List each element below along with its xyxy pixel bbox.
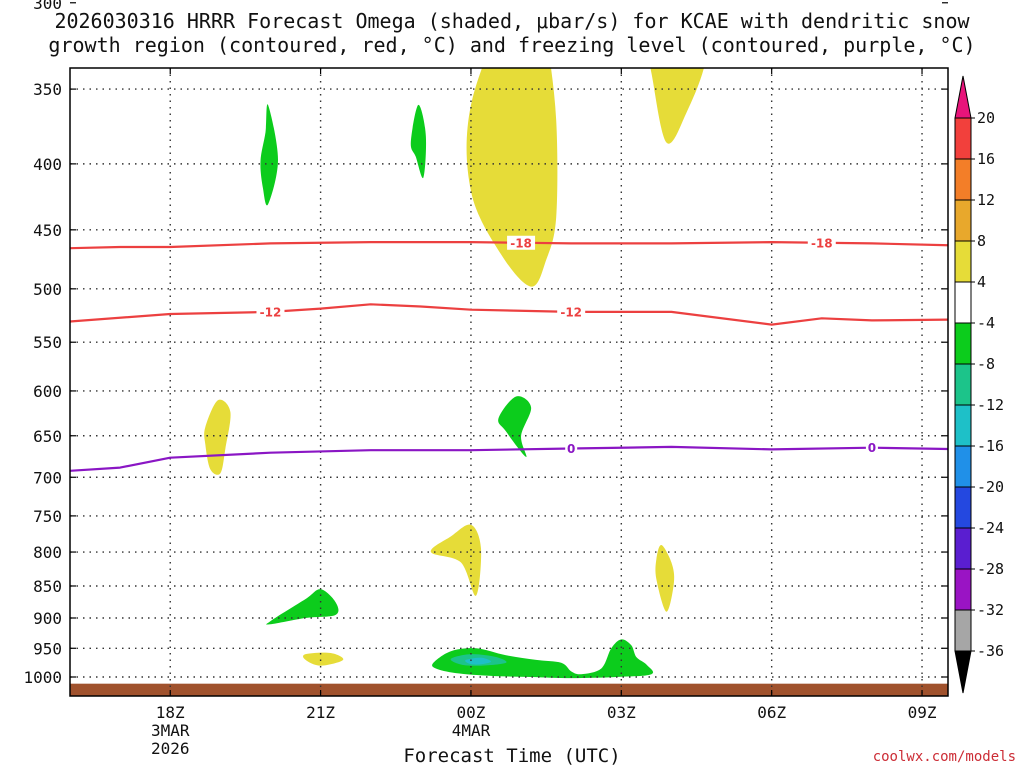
colorbar-bin--4-4 [954,281,972,324]
omega-pos-4-8-650 [204,399,231,475]
omega-pos-4-8-800 [430,524,482,596]
colorbar-label-12: 12 [977,191,995,209]
colorbar-label--8: -8 [977,355,995,373]
contour-label-freezing-level-0-0: 0 [567,442,575,456]
colorbar-label-4: 4 [977,273,986,291]
colorbar-bin-12-16 [954,158,972,201]
colorbar-bin-4-8 [954,240,972,283]
y-tick-label-900: 900 [33,609,62,628]
colorbar-label--12: -12 [977,396,1004,414]
omega-pos-4-8-upper-b [650,68,704,144]
x-tick-label-06Z: 06Z [757,703,786,722]
y-tick-label-500: 500 [33,280,62,299]
y-tick-label-400: 400 [33,155,62,174]
y-tick-label-450: 450 [33,221,62,240]
contour-label-dgz-minus12-0: -12 [260,305,282,319]
colorbar-bin--24--20 [954,486,972,529]
colorbar-label-16: 16 [977,150,995,168]
colorbar-bin--20--16 [954,445,972,488]
colorbar-label-20: 20 [977,109,995,127]
x-tick-label-18Z: 18Z [156,703,185,722]
plot-area: -18 -18 -12 -12 0 0 [70,68,948,696]
colorbar-bottom-arrow [954,650,972,694]
y-tick-label-800: 800 [33,543,62,562]
omega-neg-4-8-mid-a [260,104,278,206]
colorbar-top-arrow [954,75,972,119]
x-tick-sublabel-18Z-1: 2026 [151,739,190,758]
colorbar-bin--28--24 [954,527,972,570]
y-tick-label-950: 950 [33,639,62,658]
contour-label-dgz-minus18-0: -18 [510,236,532,250]
colorbar-bin--8--4 [954,322,972,365]
colorbar-bin-8-12 [954,199,972,242]
colorbar-label--28: -28 [977,560,1004,578]
contour-label-bg-dgz-minus18-1 [807,235,836,250]
x-tick-label-03Z: 03Z [607,703,636,722]
x-tick-label-00Z: 00Z [457,703,486,722]
y-tick-label-300: 300 [33,0,62,13]
y-tick-label-700: 700 [33,468,62,487]
colorbar-label--24: -24 [977,519,1004,537]
x-tick-sublabel-18Z-0: 3MAR [151,721,190,740]
colorbar-bin--12--8 [954,363,972,406]
omega-neg-4-8-mid-b [410,104,427,179]
omega-pos-4-8-upper-a [466,68,558,287]
colorbar-label-8: 8 [977,232,986,250]
omega-pos-4-8-970 [303,652,344,666]
x-tick-sublabel-00Z-0: 4MAR [452,721,491,740]
plot-frame [69,67,949,697]
omega-neg-4-8-880 [266,589,339,625]
contour-label-dgz-minus12-1: -12 [560,305,582,319]
colorbar-bin--16--12 [954,404,972,447]
contour-dgz-minus12 [70,303,948,326]
contour-label-bg-dgz-minus12-0 [256,304,285,319]
colorbar-label--16: -16 [977,437,1004,455]
contour-label-bg-dgz-minus18-0 [507,235,536,250]
y-tick-label-1000: 1000 [23,668,62,687]
omega-neg-4-8-630 [498,396,532,457]
omega-neg-12-16-core [465,657,492,665]
x-tick-label-21Z: 21Z [306,703,335,722]
colorbar-bin-16-20 [954,117,972,160]
chart-title-line-1: 2026030316 HRRR Forecast Omega (shaded, … [54,9,970,33]
y-tick-label-550: 550 [33,333,62,352]
colorbar-bin--36--32 [954,609,972,652]
colorbar-label--20: -20 [977,478,1004,496]
colorbar-label--32: -32 [977,601,1004,619]
colorbar-label--4: -4 [977,314,995,332]
x-tick-label-09Z: 09Z [908,703,937,722]
y-tick-label-850: 850 [33,577,62,596]
contour-label-bg-freezing-level-0-1 [865,440,878,455]
omega-pos-4-8-840 [655,544,675,612]
contour-label-bg-dgz-minus12-1 [557,304,586,319]
y-tick-label-600: 600 [33,382,62,401]
y-tick-label-750: 750 [33,507,62,526]
contour-label-bg-freezing-level-0-0 [565,441,578,456]
y-tick-label-650: 650 [33,427,62,446]
contour-label-freezing-level-0-1: 0 [868,441,876,455]
colorbar-bin--32--28 [954,568,972,611]
y-tick-label-350: 350 [33,80,62,99]
colorbar-label--36: -36 [977,642,1004,660]
ground-surface [70,683,948,696]
source-credit[interactable]: coolwx.com/models [872,749,1016,765]
chart-title-line-2: growth region (contoured, red, °C) and f… [48,33,976,57]
contour-label-dgz-minus18-1: -18 [811,236,833,250]
contour-freezing-level-0 [70,445,948,472]
x-axis-label: Forecast Time (UTC) [403,745,621,767]
omega-neg-4-8-lowlevel [432,639,654,679]
